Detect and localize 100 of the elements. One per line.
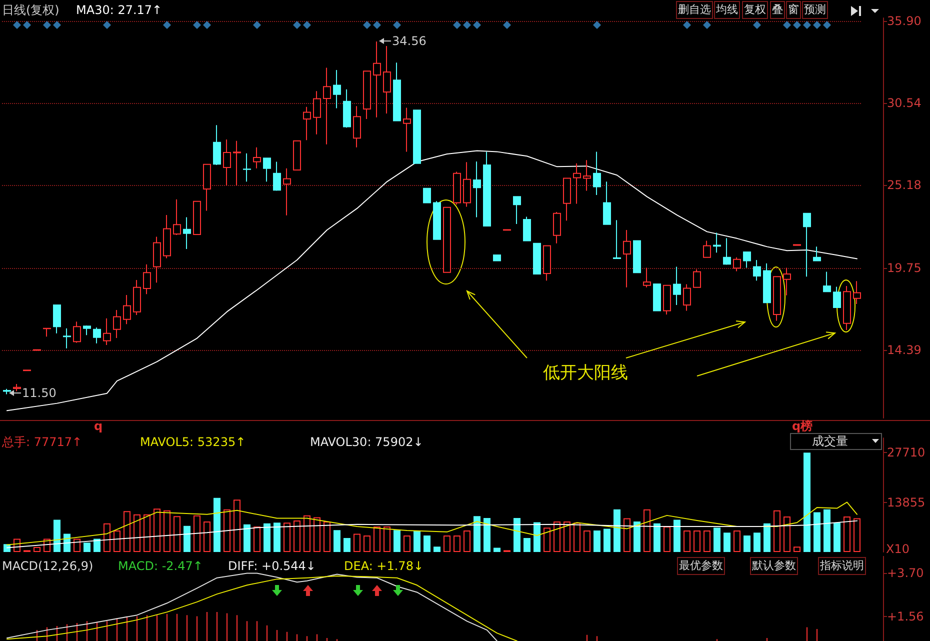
candlestick xyxy=(213,124,221,166)
bar xyxy=(724,532,730,552)
candlestick xyxy=(693,268,701,288)
bar xyxy=(674,520,680,552)
candlestick xyxy=(813,246,821,262)
bar xyxy=(464,530,470,552)
bar xyxy=(114,530,120,552)
candlestick xyxy=(333,70,341,109)
bar xyxy=(264,523,270,552)
bar xyxy=(624,518,630,552)
annotation: 最优参数 xyxy=(677,557,725,575)
candlestick xyxy=(443,206,451,273)
candlestick xyxy=(413,110,421,164)
candlestick xyxy=(263,158,271,182)
candlestick xyxy=(153,236,161,284)
candlestick xyxy=(293,140,301,171)
candlestick xyxy=(663,284,671,315)
bar xyxy=(214,498,220,552)
candlestick xyxy=(103,318,111,346)
bar xyxy=(594,530,600,552)
bar xyxy=(454,536,460,552)
candlestick xyxy=(123,294,131,325)
annotation: MACD(12,26,9) xyxy=(2,559,94,573)
y-tick-label: 27710 xyxy=(887,446,926,460)
candlestick xyxy=(353,106,361,148)
candlestick xyxy=(223,138,231,186)
bar xyxy=(284,522,290,552)
bar xyxy=(634,522,640,552)
bar xyxy=(314,517,320,552)
bar xyxy=(364,536,370,552)
bar xyxy=(444,536,450,552)
bar xyxy=(274,522,280,552)
bar xyxy=(834,522,840,552)
bar xyxy=(774,510,780,552)
candlestick xyxy=(283,168,291,216)
bar xyxy=(794,546,800,552)
bar xyxy=(554,522,560,552)
bar xyxy=(484,518,490,552)
bar xyxy=(564,522,570,552)
candlestick xyxy=(783,267,791,296)
candlestick xyxy=(113,310,121,338)
candlestick xyxy=(303,106,311,141)
bar xyxy=(124,511,130,552)
bar xyxy=(534,522,540,552)
candlestick xyxy=(593,151,601,196)
bar xyxy=(404,536,410,552)
candlestick xyxy=(473,160,481,218)
candlestick xyxy=(433,200,441,240)
bar xyxy=(494,548,500,552)
bar xyxy=(694,530,700,552)
candlestick xyxy=(43,328,51,338)
bar xyxy=(224,509,230,552)
candlestick xyxy=(193,200,201,235)
bar xyxy=(304,515,310,552)
candlestick xyxy=(543,245,551,282)
chart-subtitle: MA30: 27.17↑ xyxy=(76,3,162,17)
candlestick xyxy=(823,271,831,292)
bar xyxy=(254,526,260,552)
annotation: MAVOL5: 53235↑ xyxy=(140,435,246,449)
candlestick xyxy=(523,216,531,242)
bar xyxy=(684,530,690,552)
candlestick xyxy=(343,88,351,128)
candlestick xyxy=(643,267,651,288)
candlestick xyxy=(833,286,841,308)
text: 均线 xyxy=(714,1,740,19)
bar xyxy=(644,509,650,552)
bar xyxy=(394,530,400,552)
candlestick xyxy=(93,326,101,344)
candlestick xyxy=(653,284,661,312)
candlestick xyxy=(853,280,861,305)
bar xyxy=(334,530,340,552)
candlestick xyxy=(633,240,641,274)
y-tick-label: 19.75 xyxy=(887,261,922,276)
bar xyxy=(854,518,860,552)
candlestick xyxy=(53,304,61,334)
bar xyxy=(134,514,140,552)
text: 叠 xyxy=(770,1,785,19)
bar xyxy=(664,526,670,552)
bar xyxy=(604,528,610,552)
y-tick-label: 14.39 xyxy=(887,343,922,358)
bar xyxy=(474,516,480,552)
bar xyxy=(324,522,330,552)
y-tick-label: 13855 xyxy=(887,495,926,510)
candlestick xyxy=(673,266,681,306)
y-tick-label: +3.70 xyxy=(887,566,924,580)
annotation: MACD: -2.47↑ xyxy=(118,559,203,573)
candlestick xyxy=(573,162,581,204)
candlestick xyxy=(533,242,541,275)
bar xyxy=(714,528,720,552)
y-tick-label: 25.18 xyxy=(887,178,922,192)
candlestick xyxy=(173,198,181,236)
chart-title: 日线(复权) xyxy=(2,3,60,17)
candlestick xyxy=(83,324,91,336)
bar xyxy=(804,452,810,552)
bar xyxy=(164,510,170,552)
text: 删自选 xyxy=(676,1,713,19)
bar xyxy=(234,500,240,552)
bar xyxy=(784,516,790,552)
line-series xyxy=(6,150,858,412)
annotation: DIFF: +0.544↓ xyxy=(228,559,316,573)
